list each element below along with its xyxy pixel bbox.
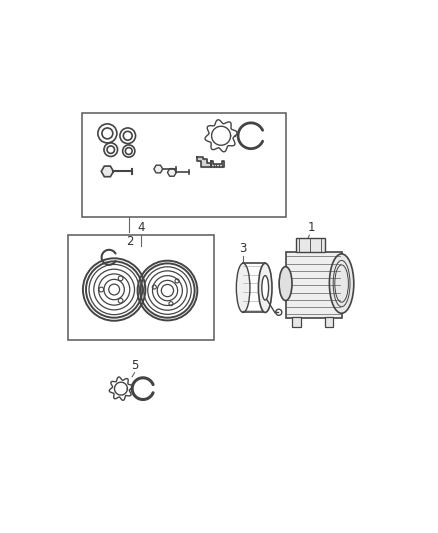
Text: 4: 4 <box>138 221 145 234</box>
Bar <box>293 317 301 327</box>
Text: 1: 1 <box>307 221 315 233</box>
Ellipse shape <box>329 254 354 313</box>
Ellipse shape <box>237 263 250 312</box>
Bar <box>296 238 325 252</box>
Polygon shape <box>197 157 211 167</box>
Polygon shape <box>101 166 113 177</box>
Text: 5: 5 <box>131 359 138 372</box>
Ellipse shape <box>279 266 292 301</box>
Polygon shape <box>211 161 224 167</box>
Circle shape <box>334 269 341 276</box>
Circle shape <box>333 282 342 290</box>
Ellipse shape <box>258 263 272 312</box>
Circle shape <box>279 278 292 290</box>
Bar <box>68 235 214 341</box>
Polygon shape <box>154 165 162 173</box>
Text: 3: 3 <box>240 241 247 255</box>
Ellipse shape <box>262 276 268 300</box>
Bar <box>286 252 342 318</box>
Text: 2: 2 <box>126 235 133 248</box>
Polygon shape <box>167 168 176 176</box>
Bar <box>82 113 286 216</box>
Circle shape <box>334 296 341 303</box>
Bar <box>325 317 333 327</box>
